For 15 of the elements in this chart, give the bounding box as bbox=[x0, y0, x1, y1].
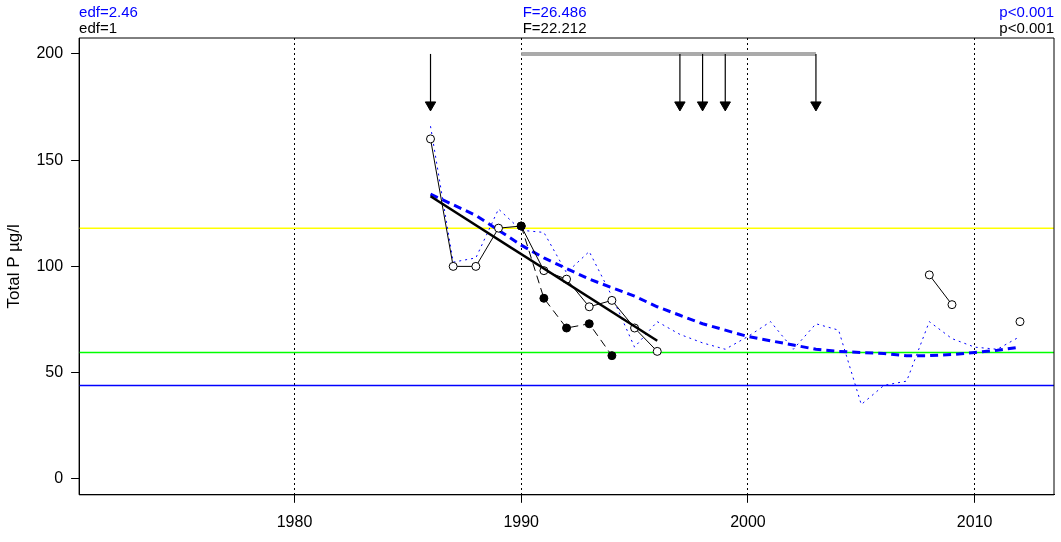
text: edf=1 bbox=[79, 18, 118, 36]
y-tick-label: 0 bbox=[54, 469, 64, 487]
x-tick-label: 2000 bbox=[730, 512, 766, 530]
y-tick-label: 50 bbox=[45, 363, 64, 381]
text: F=22.212 bbox=[522, 18, 587, 36]
y-axis-title: Total P µg/l bbox=[3, 224, 23, 309]
y-tick-label: 100 bbox=[36, 256, 64, 274]
text: p<0.001 bbox=[999, 2, 1054, 20]
x-tick-label: 1980 bbox=[276, 512, 313, 530]
x-tick-label: 1990 bbox=[503, 512, 540, 530]
y-tick-label: 150 bbox=[36, 150, 64, 168]
text: F=26.486 bbox=[522, 2, 587, 20]
y-tick-label: 200 bbox=[36, 44, 64, 62]
text: edf=2.46 bbox=[79, 2, 138, 20]
x-tick-label: 2010 bbox=[956, 512, 993, 530]
